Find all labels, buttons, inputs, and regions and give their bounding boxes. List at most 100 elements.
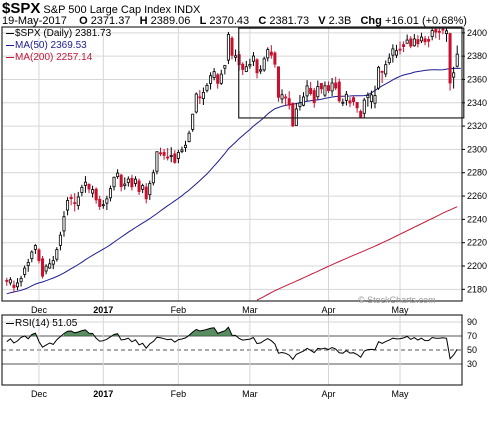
candle-body bbox=[330, 82, 334, 92]
candle-body bbox=[384, 64, 388, 75]
x-tick-label-rsi: 2017 bbox=[93, 389, 113, 399]
candle-body bbox=[51, 260, 55, 265]
exchange-label: INDX bbox=[174, 4, 201, 16]
candle-body bbox=[180, 149, 184, 152]
candle-body bbox=[405, 39, 409, 44]
candle-body bbox=[55, 249, 59, 260]
candle-body bbox=[362, 99, 366, 114]
candle-body bbox=[241, 63, 245, 70]
candle-body bbox=[430, 30, 434, 37]
x-tick-label: Feb bbox=[171, 305, 187, 315]
candle-body bbox=[66, 200, 70, 211]
candle-body bbox=[319, 83, 323, 90]
candle-body bbox=[305, 85, 309, 97]
candle-body bbox=[176, 152, 180, 159]
candle-body bbox=[448, 33, 452, 84]
candle-body bbox=[144, 186, 148, 200]
price-tick-label: 2360 bbox=[467, 74, 487, 84]
candle-body bbox=[130, 177, 134, 188]
candle-body bbox=[298, 102, 302, 107]
candle-body bbox=[248, 64, 252, 67]
price-tick-label: 2320 bbox=[467, 121, 487, 131]
candle-body bbox=[409, 38, 413, 47]
candle-body bbox=[423, 38, 427, 43]
candle-body bbox=[216, 74, 220, 84]
price-tick-label: 2400 bbox=[467, 28, 487, 38]
candle-body bbox=[173, 153, 177, 163]
candle-body bbox=[316, 86, 320, 98]
candle-body bbox=[16, 282, 20, 288]
candle-body bbox=[344, 93, 348, 101]
candle-body bbox=[419, 36, 423, 42]
candle-body bbox=[8, 279, 12, 284]
candle-body bbox=[287, 98, 291, 106]
candle-body bbox=[366, 94, 370, 99]
legend-ma50-swatch bbox=[6, 44, 14, 46]
quote-date: 19-May-2017 bbox=[2, 15, 67, 27]
candle-body bbox=[369, 94, 373, 103]
candle-body bbox=[91, 189, 95, 194]
candle-body bbox=[452, 72, 456, 78]
candle-body bbox=[87, 183, 91, 190]
price-panel-border bbox=[1, 26, 463, 302]
candle-body bbox=[348, 100, 352, 104]
candle-body bbox=[141, 185, 145, 190]
candle-body bbox=[394, 50, 398, 56]
legend-price-swatch bbox=[6, 32, 14, 34]
x-tick-label-rsi: Dec bbox=[31, 389, 48, 399]
watermark: © StockCharts.com bbox=[358, 295, 436, 305]
candle-body bbox=[212, 71, 216, 79]
candle-body bbox=[201, 92, 205, 99]
candle-body bbox=[334, 82, 338, 89]
candle-body bbox=[41, 258, 45, 277]
low-value: 2370.43 bbox=[209, 15, 250, 27]
candle-body bbox=[262, 58, 266, 71]
price-tick-label: 2220 bbox=[467, 238, 487, 248]
candle-body bbox=[76, 196, 80, 206]
candle-body bbox=[158, 152, 163, 155]
candle-body bbox=[112, 176, 116, 188]
close-value: 2381.73 bbox=[269, 15, 310, 27]
candle-body bbox=[169, 155, 173, 157]
candle-body bbox=[73, 202, 77, 204]
candle-body bbox=[44, 265, 48, 272]
close-label: C bbox=[258, 15, 267, 27]
candle-body bbox=[341, 101, 345, 104]
rsi-legend: RSI(14) 51.05 bbox=[6, 318, 77, 329]
candle-body bbox=[48, 263, 52, 269]
candle-body bbox=[427, 39, 431, 42]
price-tick-label: 2340 bbox=[467, 98, 487, 108]
candle-body bbox=[301, 96, 306, 106]
candle-body bbox=[412, 38, 416, 47]
candle-body bbox=[434, 29, 438, 33]
candle-body bbox=[101, 204, 105, 207]
candle-body bbox=[80, 186, 84, 193]
ma50-line bbox=[6, 67, 461, 295]
candle-body bbox=[380, 70, 384, 73]
rsi-overbought-fill bbox=[189, 327, 236, 336]
rsi-legend-text: RSI(14) 51.05 bbox=[15, 318, 78, 329]
candle-body bbox=[105, 198, 109, 204]
price-tick-label: 2380 bbox=[467, 51, 487, 61]
x-tick-label: May bbox=[392, 305, 410, 315]
candle-body bbox=[23, 267, 27, 275]
rsi-line bbox=[6, 326, 458, 361]
candle-body bbox=[291, 102, 295, 127]
candle-body bbox=[359, 111, 363, 119]
price-tick-label: 2180 bbox=[467, 284, 487, 294]
candle-body bbox=[19, 277, 23, 283]
candle-body bbox=[194, 93, 198, 113]
candle-body bbox=[337, 81, 341, 102]
volume-value: 2.3B bbox=[328, 15, 352, 27]
price-tick-label: 2260 bbox=[467, 191, 487, 201]
candle-body bbox=[123, 183, 127, 186]
candle-body bbox=[266, 49, 270, 59]
candle-body bbox=[327, 85, 331, 91]
candle-body bbox=[269, 51, 273, 56]
symbol-label: $SPX bbox=[2, 0, 41, 17]
ma200-line bbox=[256, 206, 458, 301]
candle-body bbox=[151, 172, 155, 184]
rsi-tick-label: 70 bbox=[467, 331, 477, 341]
chart-title-line: $SPX S&P 500 Large Cap Index INDX bbox=[2, 0, 200, 17]
